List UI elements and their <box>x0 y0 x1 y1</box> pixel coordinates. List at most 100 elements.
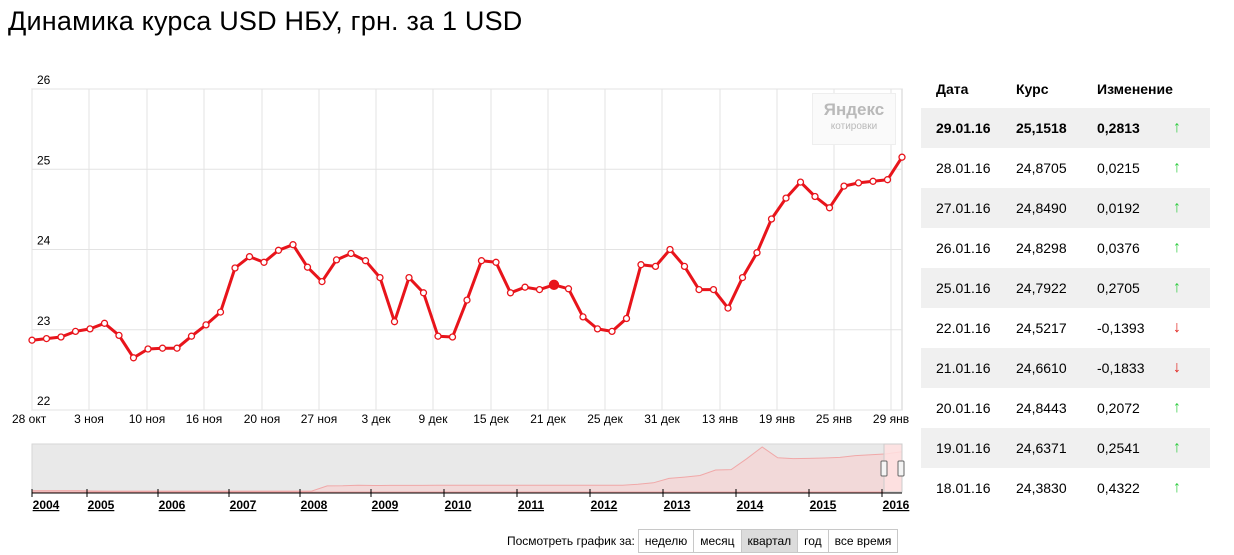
data-point[interactable] <box>811 192 819 201</box>
year-link[interactable]: 2007 <box>230 498 257 512</box>
data-point[interactable] <box>548 279 560 290</box>
period-button[interactable]: неделю <box>637 529 695 553</box>
data-point[interactable] <box>535 285 544 294</box>
data-point[interactable] <box>332 256 341 264</box>
data-point[interactable] <box>115 331 123 340</box>
data-point[interactable] <box>231 264 239 272</box>
period-button[interactable]: месяц <box>693 529 742 553</box>
arrow-down-icon: ↓ <box>1173 319 1181 336</box>
cell-change: 0,2541 <box>1097 440 1140 456</box>
data-point[interactable] <box>753 249 761 257</box>
year-link[interactable]: 2010 <box>445 498 472 512</box>
rate-chart[interactable]: 22 23 24 25 26 28 окт 3 ноя 10 ноя 16 ноя 20 ноя 2… <box>0 0 920 520</box>
data-point[interactable] <box>854 179 863 187</box>
data-point[interactable] <box>564 285 573 293</box>
data-point[interactable] <box>666 245 674 254</box>
data-point[interactable] <box>477 257 486 265</box>
data-point[interactable] <box>492 258 500 266</box>
data-point[interactable] <box>202 321 210 329</box>
data-point[interactable] <box>463 296 471 304</box>
data-point[interactable] <box>318 277 326 286</box>
year-link[interactable]: 2013 <box>664 498 691 512</box>
data-point[interactable] <box>144 345 152 353</box>
data-point[interactable] <box>738 273 747 282</box>
data-point[interactable] <box>405 273 413 282</box>
arrow-up-icon: ↑ <box>1173 439 1181 456</box>
cell-date: 28.01.16 <box>936 160 991 176</box>
data-point[interactable] <box>187 332 196 340</box>
period-button[interactable]: год <box>797 529 829 553</box>
data-point[interactable] <box>71 327 80 336</box>
table-row: 25.01.16 24,7922 0,2705 ↑ <box>921 268 1210 308</box>
data-point[interactable] <box>840 182 848 190</box>
data-point[interactable] <box>86 325 94 333</box>
data-point[interactable] <box>883 176 892 184</box>
year-link[interactable]: 2012 <box>591 498 618 512</box>
data-point[interactable] <box>57 333 65 341</box>
cell-change: 0,2072 <box>1097 400 1140 416</box>
year-link[interactable]: 2004 <box>33 498 60 512</box>
data-point[interactable] <box>709 285 718 294</box>
data-point[interactable] <box>506 289 515 297</box>
data-point[interactable] <box>579 313 587 321</box>
year-link[interactable]: 2016 <box>883 498 910 512</box>
year-link[interactable]: 2006 <box>159 498 186 512</box>
data-point[interactable] <box>796 178 805 186</box>
x-tick-label: 20 ноя <box>244 412 280 426</box>
year-link[interactable]: 2008 <box>301 498 328 512</box>
data-point[interactable] <box>869 177 877 185</box>
data-point[interactable] <box>289 241 297 249</box>
navigator-handle-right[interactable] <box>897 460 905 477</box>
table-row: 21.01.16 24,6610 -0,1833 ↓ <box>921 348 1210 388</box>
data-point[interactable] <box>303 263 312 271</box>
x-tick-label: 3 ноя <box>74 412 104 426</box>
data-point[interactable] <box>434 332 442 340</box>
data-point[interactable] <box>898 153 906 161</box>
data-point[interactable] <box>637 261 645 269</box>
page-title: Динамика курса USD НБУ, грн. за 1 USD <box>8 6 523 36</box>
data-point[interactable] <box>622 314 631 323</box>
data-point[interactable] <box>390 318 399 326</box>
data-point[interactable] <box>419 289 428 297</box>
data-point[interactable] <box>724 304 732 312</box>
data-point[interactable] <box>448 333 457 341</box>
data-point[interactable] <box>158 344 167 352</box>
year-link[interactable]: 2005 <box>88 498 115 512</box>
arrow-up-icon: ↑ <box>1173 279 1181 296</box>
table-row: 29.01.16 25,1518 0,2813 ↑ <box>921 108 1210 148</box>
data-point[interactable] <box>216 308 225 316</box>
year-link[interactable]: 2014 <box>737 498 764 512</box>
arrow-up-icon: ↑ <box>1173 119 1181 136</box>
period-button[interactable]: все время <box>827 529 899 553</box>
data-point[interactable] <box>825 204 834 212</box>
arrow-up-icon: ↑ <box>1173 159 1181 176</box>
data-point[interactable] <box>274 246 283 254</box>
cell-rate: 24,8298 <box>1016 240 1067 256</box>
data-point[interactable] <box>680 262 689 271</box>
period-label: Посмотреть график за: <box>507 534 635 548</box>
data-point[interactable] <box>347 249 355 258</box>
data-point[interactable] <box>129 354 138 362</box>
period-button[interactable]: квартал <box>740 529 799 553</box>
data-point[interactable] <box>651 262 660 271</box>
data-point[interactable] <box>100 319 109 327</box>
data-point[interactable] <box>28 336 36 344</box>
data-point[interactable] <box>260 258 268 266</box>
data-point[interactable] <box>376 273 384 282</box>
data-point[interactable] <box>42 334 51 343</box>
data-point[interactable] <box>245 253 254 261</box>
data-point[interactable] <box>767 215 776 223</box>
year-link[interactable]: 2015 <box>810 498 837 512</box>
data-point[interactable] <box>695 285 703 294</box>
year-link[interactable]: 2009 <box>372 498 399 512</box>
cell-date: 29.01.16 <box>936 120 991 136</box>
year-link[interactable]: 2011 <box>518 498 544 512</box>
data-point[interactable] <box>173 344 181 352</box>
data-point[interactable] <box>782 194 790 202</box>
data-point[interactable] <box>593 325 602 333</box>
data-point[interactable] <box>521 283 529 291</box>
data-point[interactable] <box>608 327 616 336</box>
x-tick-label: 28 окт <box>12 412 47 426</box>
data-point[interactable] <box>361 257 370 265</box>
navigator-handle-left[interactable] <box>880 460 888 477</box>
